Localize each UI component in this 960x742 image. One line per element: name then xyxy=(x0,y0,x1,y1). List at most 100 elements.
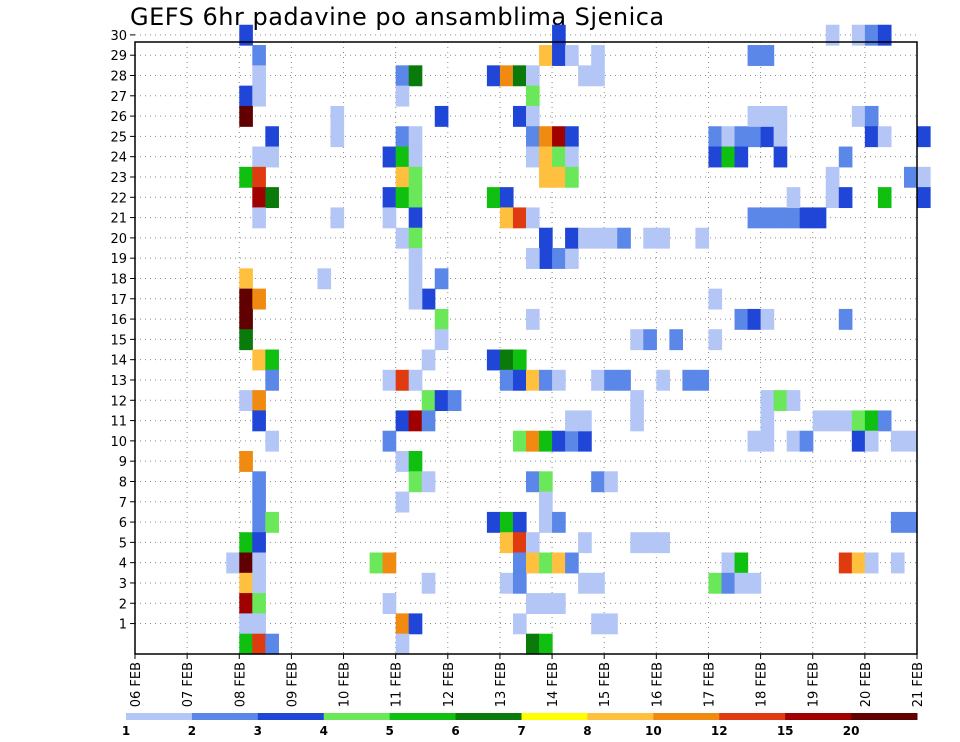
heatmap-cell xyxy=(877,187,892,209)
colorbar-segment xyxy=(191,713,259,720)
heatmap-cell xyxy=(526,593,540,614)
heatmap-cell xyxy=(265,146,279,168)
colorbar-segment xyxy=(719,713,786,720)
heatmap-cell xyxy=(539,430,553,452)
y-tick-label: 21 xyxy=(110,212,127,227)
colorbar-segment xyxy=(257,713,325,720)
heatmap-cell xyxy=(565,146,579,168)
heatmap-cell xyxy=(773,146,788,168)
heatmap-cell xyxy=(552,552,566,574)
heatmap-cell xyxy=(773,207,788,229)
y-tick-label: 17 xyxy=(110,293,127,308)
heatmap-cell xyxy=(265,349,279,371)
heatmap-cell xyxy=(252,471,266,493)
heatmap-cell xyxy=(252,349,266,371)
heatmap-cell xyxy=(630,329,644,351)
colorbar-segment xyxy=(785,713,852,720)
heatmap-cell xyxy=(838,308,853,330)
heatmap-cell xyxy=(760,390,775,412)
colorbar-label: 1 xyxy=(122,724,130,738)
heatmap-cell xyxy=(395,85,410,107)
heatmap-cell xyxy=(578,410,592,432)
heatmap-cell xyxy=(903,430,918,452)
heatmap-cell xyxy=(643,329,657,351)
heatmap-cell xyxy=(395,166,410,188)
heatmap-cell xyxy=(760,207,775,229)
heatmap-cell xyxy=(486,511,501,533)
colorbar-segment xyxy=(323,713,391,720)
heatmap-cell xyxy=(252,187,266,209)
x-tick-label: 06 FEB xyxy=(129,662,144,707)
heatmap-cell xyxy=(239,633,253,655)
heatmap-cell xyxy=(578,65,592,87)
heatmap-cell xyxy=(760,126,775,148)
heatmap-cell xyxy=(708,288,723,310)
heatmap-cell xyxy=(395,126,410,148)
colorbar-label: 4 xyxy=(320,724,328,738)
heatmap-cell xyxy=(526,85,540,107)
heatmap-cell xyxy=(539,248,553,269)
y-tick-label: 25 xyxy=(110,130,127,145)
colorbar-segment xyxy=(521,713,588,720)
heatmap-cell xyxy=(512,511,527,533)
heatmap-cell xyxy=(382,430,397,452)
heatmap-cell xyxy=(526,207,540,229)
heatmap-cell xyxy=(330,126,345,148)
heatmap-cell xyxy=(252,85,266,107)
heatmap-cell xyxy=(864,430,879,452)
heatmap-cell xyxy=(382,207,397,229)
heatmap-cell xyxy=(773,126,788,148)
heatmap-cell xyxy=(838,552,853,574)
y-tick-label: 14 xyxy=(110,354,127,369)
heatmap-cell xyxy=(395,633,410,655)
heatmap-cell xyxy=(708,126,723,148)
heatmap-cell xyxy=(864,552,879,574)
heatmap-cell xyxy=(252,207,266,229)
heatmap-cell xyxy=(539,146,553,168)
heatmap-cell xyxy=(526,532,540,554)
heatmap-cell xyxy=(877,126,892,148)
x-tick-label: 13 FEB xyxy=(494,662,509,707)
heatmap-cell xyxy=(708,329,723,351)
heatmap-cell xyxy=(890,552,905,574)
heatmap-cell xyxy=(851,105,866,127)
heatmap-cell xyxy=(239,390,253,412)
y-tick-label: 27 xyxy=(110,90,127,105)
x-tick-label: 20 FEB xyxy=(859,662,874,707)
heatmap-cell xyxy=(708,572,723,594)
heatmap-cell xyxy=(512,349,527,371)
heatmap-cell xyxy=(552,166,566,188)
colorbar-segment xyxy=(126,713,193,720)
heatmap-cell xyxy=(239,532,253,554)
heatmap-cell xyxy=(239,166,253,188)
heatmap-cell xyxy=(265,187,279,209)
x-tick-label: 21 FEB xyxy=(911,662,926,707)
heatmap-cell xyxy=(526,65,540,87)
colorbar-label: 8 xyxy=(583,724,591,738)
heatmap-cell xyxy=(760,105,775,127)
x-tick-label: 17 FEB xyxy=(702,662,717,707)
heatmap-cell xyxy=(434,105,449,127)
heatmap-cell xyxy=(682,369,697,391)
y-tick-label: 8 xyxy=(119,475,127,490)
heatmap-cell xyxy=(747,105,762,127)
heatmap-cell xyxy=(512,65,527,87)
heatmap-cell xyxy=(408,613,423,635)
x-tick-label: 07 FEB xyxy=(181,662,196,707)
heatmap-cell xyxy=(395,227,410,249)
heatmap-cell xyxy=(903,511,918,533)
heatmap-cell xyxy=(539,491,553,513)
plot-frame xyxy=(134,41,918,655)
y-tick-label: 4 xyxy=(119,557,127,572)
heatmap-cell xyxy=(239,572,253,594)
heatmap-cell xyxy=(526,126,540,148)
heatmap-cell xyxy=(252,511,266,533)
y-axis: 1234567891011121314151617181920212223242… xyxy=(110,29,135,633)
heatmap-cell xyxy=(512,430,527,452)
heatmap-cell xyxy=(565,248,579,269)
y-tick-label: 10 xyxy=(110,435,127,450)
colorbar-label: 10 xyxy=(645,724,662,738)
heatmap-cell xyxy=(434,308,449,330)
heatmap-cell xyxy=(526,552,540,574)
heatmap-cell xyxy=(252,65,266,87)
